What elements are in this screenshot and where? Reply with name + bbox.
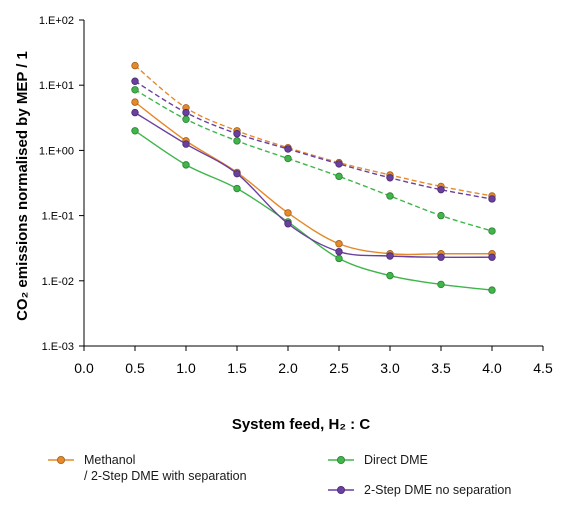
y-axis-label: CO₂ emissions normalised by MEP / 1 xyxy=(14,51,31,321)
data-point xyxy=(284,154,292,163)
x-tick-label: 3.0 xyxy=(380,360,400,376)
legend-marker xyxy=(328,456,354,464)
x-tick-label: 4.5 xyxy=(533,360,553,376)
series-line xyxy=(134,65,493,197)
data-point xyxy=(131,98,139,106)
series-dashed-5 xyxy=(131,77,496,203)
legend-label: 2-Step DME no separation xyxy=(364,482,511,498)
data-point xyxy=(233,130,241,138)
data-point xyxy=(182,108,190,117)
x-axis-label: System feed, H₂ : C xyxy=(232,416,371,433)
legend-label-line1: Methanol xyxy=(84,453,136,467)
y-tick-label: 1.E-02 xyxy=(42,276,74,288)
data-point xyxy=(335,254,343,263)
series-line xyxy=(134,101,492,256)
data-point xyxy=(335,240,343,248)
data-point xyxy=(335,160,343,168)
data-point xyxy=(284,145,292,153)
data-point xyxy=(437,211,445,220)
data-point xyxy=(131,77,139,85)
x-tick-label: 2.5 xyxy=(329,360,349,376)
x-tick-label: 1.0 xyxy=(176,360,196,376)
legend-label: Direct DME xyxy=(364,452,428,468)
data-point xyxy=(233,169,241,178)
data-point xyxy=(386,174,394,182)
series-solid-4 xyxy=(131,108,496,261)
series-line xyxy=(134,130,493,291)
data-point xyxy=(182,115,190,123)
data-point xyxy=(284,220,292,228)
legend-marker xyxy=(328,486,354,494)
y-tick-label: 1.E-01 xyxy=(42,211,74,223)
series-line xyxy=(134,80,493,200)
data-point xyxy=(335,172,343,181)
x-tick-label: 0.5 xyxy=(125,360,145,376)
data-point xyxy=(386,252,394,260)
data-point xyxy=(233,184,241,193)
x-tick-label: 2.0 xyxy=(278,360,298,376)
series-dashed-3 xyxy=(131,86,496,235)
series-dashed-1 xyxy=(131,61,496,200)
y-tick-label: 1.E+01 xyxy=(39,80,74,92)
x-tick-label: 0.0 xyxy=(74,360,94,376)
series-solid-2 xyxy=(131,127,496,294)
x-axis-ticks: 0.0 0.5 1.0 1.5 2.0 2.5 3.0 3.5 4.0 4.5 xyxy=(74,346,553,376)
data-point xyxy=(437,280,445,289)
data-point xyxy=(131,86,139,94)
data-point xyxy=(437,253,445,261)
y-tick-label: 1.E-03 xyxy=(42,341,74,353)
data-point xyxy=(131,108,139,117)
series-line xyxy=(134,112,493,259)
data-point xyxy=(233,137,241,145)
data-point xyxy=(182,140,190,148)
data-point xyxy=(131,127,139,135)
series-layer xyxy=(131,61,496,294)
y-tick-label: 1.E+02 xyxy=(39,15,74,27)
data-point xyxy=(131,61,139,70)
data-point xyxy=(386,271,394,280)
y-axis-ticks: 1.E-03 1.E-02 1.E-01 1.E+00 1.E+01 1.E+02 xyxy=(39,15,84,353)
x-tick-label: 1.5 xyxy=(227,360,247,376)
legend-label-line2: / 2-Step DME with separation xyxy=(84,469,247,483)
chart-axes xyxy=(83,20,543,347)
data-point xyxy=(335,247,343,256)
series-line xyxy=(134,89,493,232)
x-tick-label: 3.5 xyxy=(431,360,451,376)
legend-label-line1: 2-Step DME no separation xyxy=(364,483,512,497)
data-point xyxy=(386,192,394,200)
data-point xyxy=(284,209,292,217)
data-point xyxy=(488,286,496,294)
data-point xyxy=(488,253,496,261)
y-tick-label: 1.E+00 xyxy=(39,145,74,157)
data-point xyxy=(437,185,445,194)
legend-label: Methanol / 2-Step DME with separation xyxy=(84,452,247,484)
data-point xyxy=(182,161,190,169)
data-point xyxy=(488,227,496,235)
legend-marker xyxy=(48,456,74,464)
legend-label-line1: Direct DME xyxy=(364,453,428,467)
x-tick-label: 4.0 xyxy=(482,360,502,376)
data-point xyxy=(488,195,496,203)
